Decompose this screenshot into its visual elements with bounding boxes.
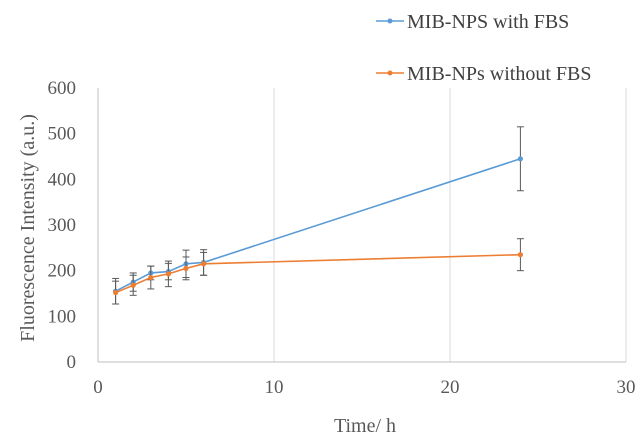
data-point: [130, 282, 136, 288]
data-point: [183, 265, 189, 271]
x-tick-label: 20: [441, 377, 460, 398]
legend: MIB-NPS with FBS MIB-NPs without FBS: [376, 11, 592, 85]
series-1: [112, 126, 524, 305]
y-tick-label: 500: [48, 124, 77, 145]
y-tick-label: 300: [48, 215, 77, 236]
x-tick-label: 30: [617, 377, 636, 398]
x-tick-label: 0: [93, 377, 103, 398]
grid-layer: [273, 88, 627, 362]
y-tick-label: 0: [67, 352, 77, 373]
y-tick-label: 600: [48, 78, 77, 99]
data-point: [113, 289, 119, 296]
data-point: [201, 261, 207, 267]
data-point: [517, 252, 524, 258]
legend-item-series-2: MIB-NPs without FBS: [376, 63, 592, 85]
y-tick-label: 200: [48, 261, 77, 282]
series-layer: [112, 126, 524, 305]
legend-item-series-1: MIB-NPS with FBS: [376, 11, 569, 33]
axis-layer: [97, 88, 626, 363]
tick-labels: 0 100 200 300 400 500 600 0 10 20 30: [48, 78, 636, 398]
data-point: [517, 156, 524, 162]
legend-marker-series-1: [387, 18, 393, 24]
series-2: [112, 238, 524, 305]
x-tick-label: 10: [265, 377, 284, 398]
legend-marker-series-2: [387, 70, 393, 76]
y-tick-label: 100: [48, 306, 77, 327]
legend-label-series-2: MIB-NPs without FBS: [407, 63, 592, 85]
data-point: [165, 271, 171, 277]
x-axis-title: Time/ h: [334, 415, 396, 437]
series-line-2: [115, 253, 521, 294]
legend-label-series-1: MIB-NPS with FBS: [407, 11, 569, 33]
y-tick-label: 400: [48, 169, 77, 190]
y-axis-title: Fluorescence Intensity (a.u.): [17, 114, 39, 342]
data-point: [148, 274, 154, 281]
